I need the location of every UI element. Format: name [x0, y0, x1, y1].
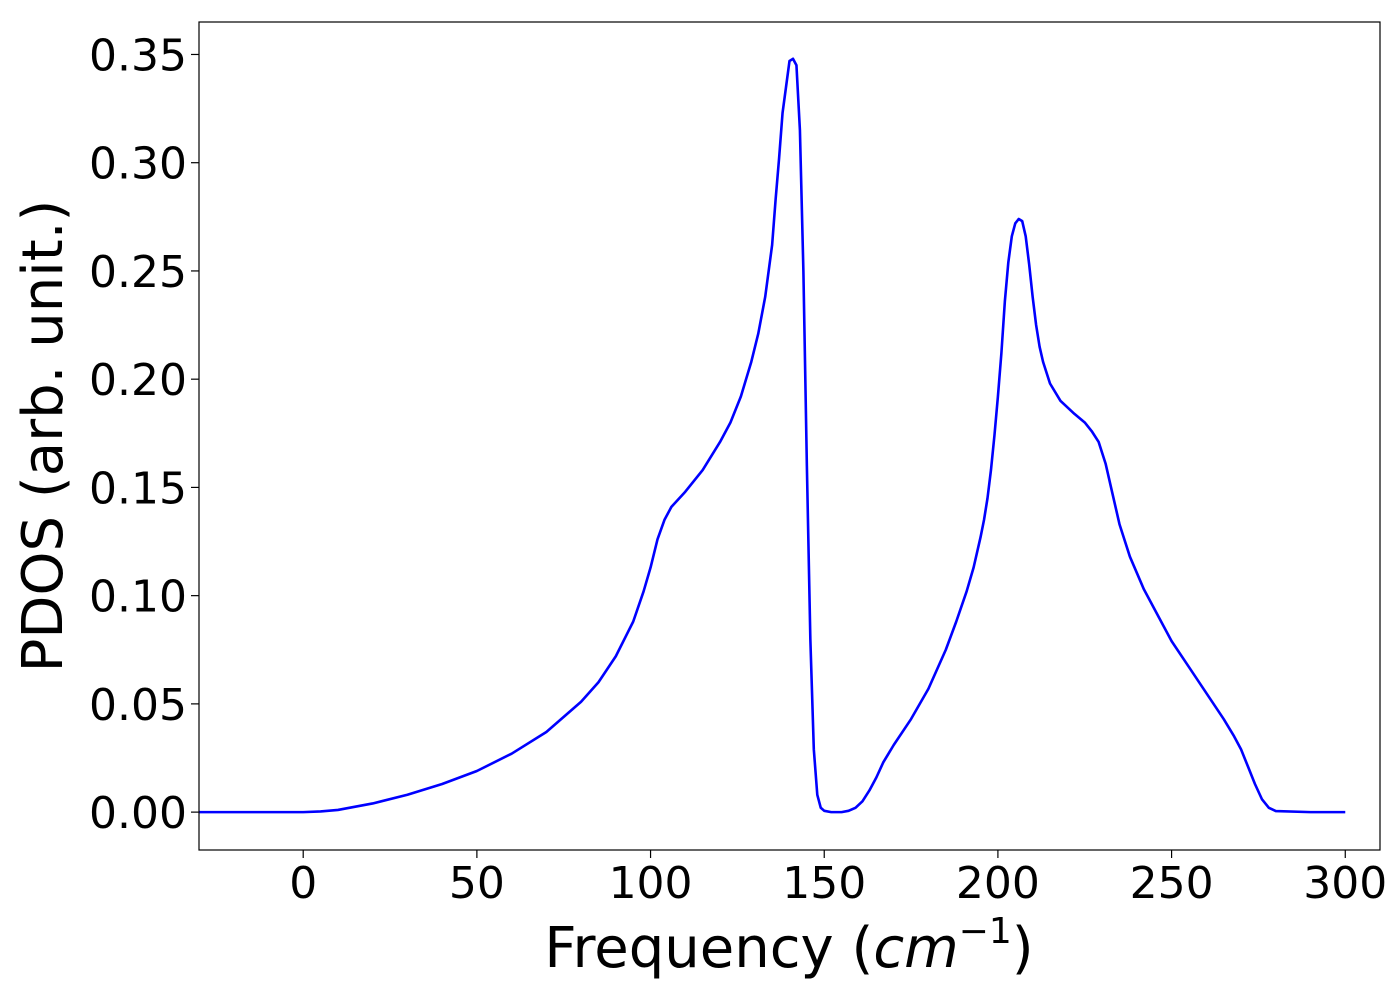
y-axis-title: PDOS (arb. unit.)	[11, 200, 76, 673]
x-tick-label: 300	[1303, 858, 1387, 909]
y-tick-label: 0.05	[89, 680, 187, 731]
y-tick-label: 0.25	[89, 247, 187, 298]
x-tick-label: 150	[782, 858, 866, 909]
y-tick-label: 0.35	[89, 30, 187, 81]
x-axis-title-text: Frequency	[544, 916, 833, 981]
y-axis: 0.00 0.05 0.10 0.15 0.20 0.25 0.30 0.35	[89, 30, 199, 839]
x-axis: 0 50 100 150 200 250 300	[289, 850, 1387, 909]
x-tick-label: 100	[609, 858, 693, 909]
x-axis-unit-exponent: −1	[959, 911, 1012, 952]
x-axis-unit: cm	[873, 916, 958, 981]
y-tick-label: 0.20	[89, 355, 187, 406]
pdos-series-line-0	[199, 57, 1346, 814]
x-tick-label: 200	[956, 858, 1040, 909]
x-axis-title: Frequency (cm−1)	[544, 911, 1033, 981]
x-tick-label: 250	[1130, 858, 1214, 909]
y-tick-label: 0.00	[89, 788, 187, 839]
y-tick-label: 0.15	[89, 463, 187, 514]
y-tick-label: 0.30	[89, 139, 187, 190]
plot-frame	[198, 21, 1381, 851]
plot-line-layer	[199, 57, 1346, 814]
x-tick-label: 50	[449, 858, 505, 909]
y-tick-label: 0.10	[89, 572, 187, 623]
x-tick-label: 0	[289, 858, 317, 909]
